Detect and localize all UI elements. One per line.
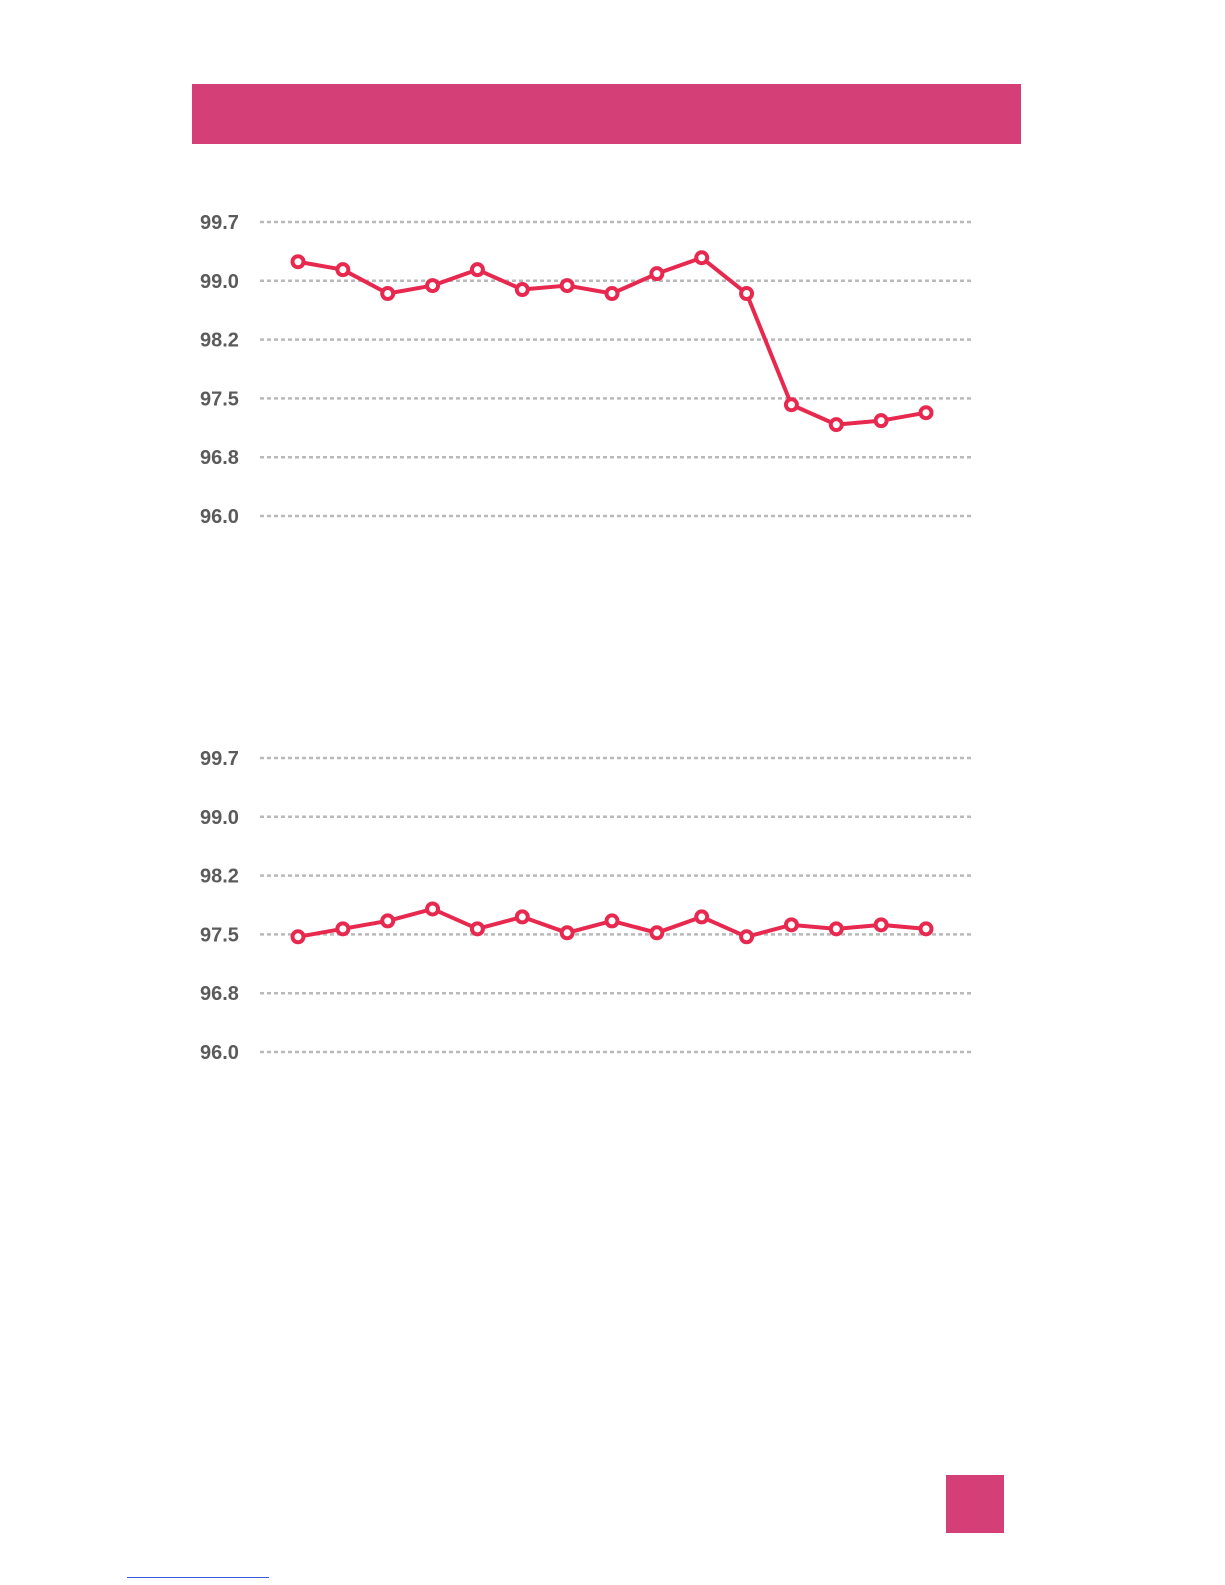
chart-1-data-point-3: [425, 278, 441, 294]
chart-2-y-tick-label-1: 99.0: [200, 807, 239, 829]
footer-rule: [127, 1577, 269, 1578]
chart-1-y-tick-label-0: 99.7: [200, 212, 239, 234]
chart-2-data-point-0: [290, 929, 306, 945]
chart-2-data-point-9: [694, 909, 710, 925]
chart-1-data-point-12: [828, 417, 844, 433]
chart-1-data-point-9: [694, 250, 710, 266]
chart-1-y-tick-label-5: 96.0: [200, 506, 239, 528]
chart-1-data-point-13: [873, 413, 889, 429]
chart-2-y-tick-label-5: 96.0: [200, 1042, 239, 1064]
chart-2-data-point-3: [425, 901, 441, 917]
chart-1-data-point-6: [559, 278, 575, 294]
chart-2-data-point-12: [828, 921, 844, 937]
chart-2-data-point-11: [783, 917, 799, 933]
chart-1-y-tick-label-2: 98.2: [200, 330, 239, 352]
chart-1-data-point-5: [514, 282, 530, 298]
page-number-tab: [946, 1475, 1004, 1533]
line-chart-1-svg: 99.7 99.0 98.2 97.5 96.8 96.0: [200, 212, 972, 528]
chart-1-data-point-4: [469, 262, 485, 278]
chart-2-data-point-5: [514, 909, 530, 925]
chart-1-y-tick-label-3: 97.5: [200, 388, 239, 410]
chart-1-data-point-0: [290, 254, 306, 270]
chart-1-data-point-8: [649, 266, 665, 282]
chart-2-data-point-7: [604, 913, 620, 929]
chart-1-y-tick-label-1: 99.0: [200, 271, 239, 293]
chart-2-data-point-14: [918, 921, 934, 937]
chart-2-y-tick-label-2: 98.2: [200, 866, 239, 888]
chart-1-data-point-10: [739, 286, 755, 302]
line-chart-1: 99.7 99.0 98.2 97.5 96.8 96.0: [190, 200, 990, 530]
chart-2-y-tick-label-3: 97.5: [200, 924, 239, 946]
chart-2-data-point-1: [335, 921, 351, 937]
chart-1-data-point-1: [335, 262, 351, 278]
chart-2-data-point-8: [649, 925, 665, 941]
chart-2-data-point-10: [739, 929, 755, 945]
chart-1-data-point-14: [918, 405, 934, 421]
chart-1-data-point-2: [380, 286, 396, 302]
chart-2-y-tick-label-4: 96.8: [200, 983, 239, 1005]
chart-2-data-point-6: [559, 925, 575, 941]
chart-2-data-point-13: [873, 917, 889, 933]
chart-1-y-tick-label-4: 96.8: [200, 447, 239, 469]
line-chart-2: 99.7 99.0 98.2 97.5 96.8 96.0: [190, 736, 990, 1066]
chart-2-data-point-4: [469, 921, 485, 937]
line-chart-2-svg: 99.7 99.0 98.2 97.5 96.8 96.0: [200, 748, 972, 1064]
chart-1-data-point-7: [604, 286, 620, 302]
header-band: [192, 84, 1021, 144]
chart-1-data-point-11: [783, 397, 799, 413]
chart-2-y-tick-label-0: 99.7: [200, 748, 239, 770]
chart-2-data-point-2: [380, 913, 396, 929]
